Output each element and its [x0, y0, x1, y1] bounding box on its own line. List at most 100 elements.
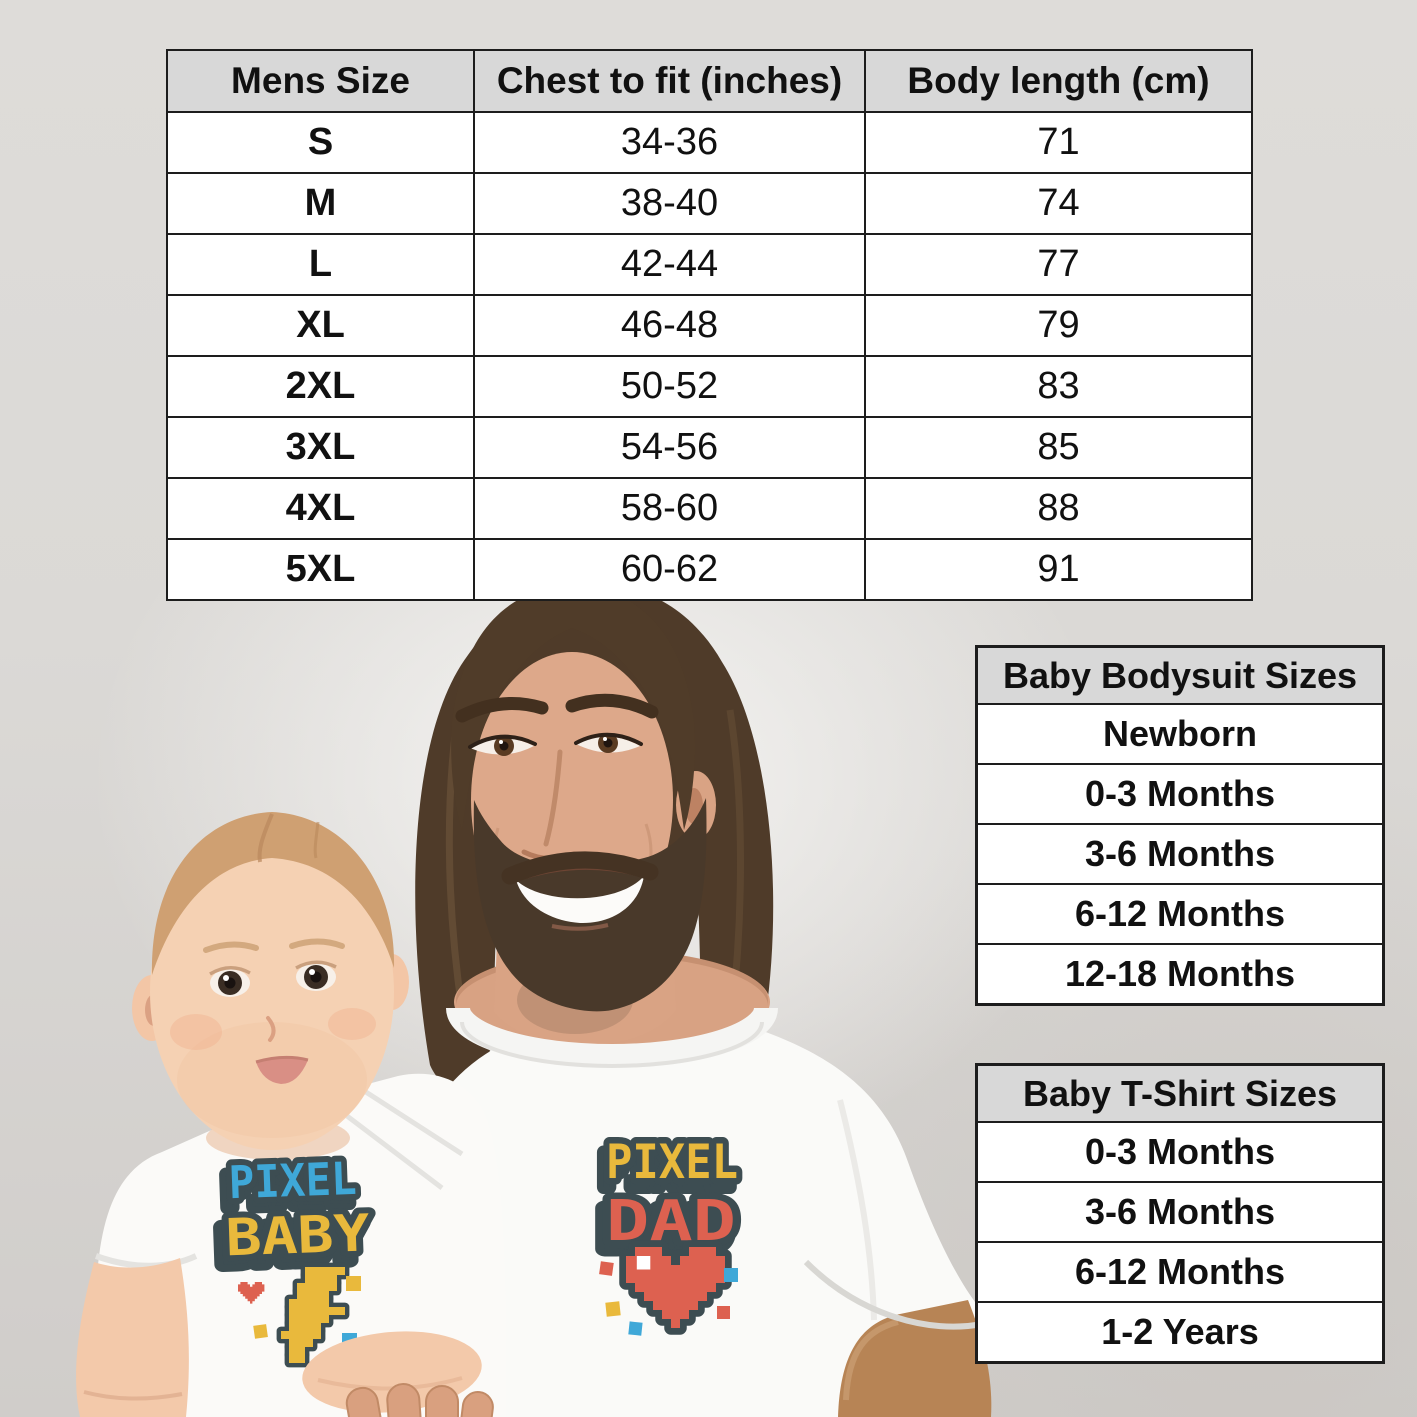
cell-length: 77	[864, 233, 1253, 296]
table-row: 1-2 Years	[975, 1301, 1385, 1364]
table-row: 2XL 50-52 83	[166, 355, 1253, 418]
cell-chest: 58-60	[473, 477, 866, 540]
table-row: 4XL 58-60 88	[166, 477, 1253, 540]
dad-line2: DAD	[606, 1189, 736, 1254]
cell-size: S	[166, 111, 475, 174]
baby-line1: PIXEL	[228, 1152, 358, 1209]
cell-size: 2XL	[166, 355, 475, 418]
table-row: 3XL 54-56 85	[166, 416, 1253, 479]
table-row: 12-18 Months	[975, 943, 1385, 1006]
cell-chest: 60-62	[473, 538, 866, 601]
table-row: 3-6 Months	[975, 823, 1385, 885]
col-header-mens-size: Mens Size	[166, 49, 475, 113]
col-header-body-length: Body length (cm)	[864, 49, 1253, 113]
cell-size: 4XL	[166, 477, 475, 540]
cell-size: M	[166, 172, 475, 235]
dad-line1-shadow: PIXEL	[600, 1144, 732, 1199]
cell-length: 74	[864, 172, 1253, 235]
cell-bodysuit-size: 3-6 Months	[975, 823, 1385, 885]
man-eyebrow	[455, 697, 549, 723]
baby-shirt-design: PIXEL PIXEL BABY BABY	[210, 1146, 376, 1285]
shirt-fold	[837, 1099, 877, 1321]
baby-cheek	[170, 1014, 222, 1050]
cell-tshirt-size: 6-12 Months	[975, 1241, 1385, 1303]
baby-hair-wisp	[313, 821, 320, 859]
hands	[302, 1331, 494, 1417]
baby-hair	[151, 812, 395, 975]
cell-length: 85	[864, 416, 1253, 479]
confetti-pixel	[724, 1268, 738, 1282]
baby-figure	[76, 812, 507, 1417]
cell-length: 83	[864, 355, 1253, 418]
man-eyes	[468, 732, 643, 756]
baby-hair-wisp	[257, 813, 274, 863]
cell-length: 71	[864, 111, 1253, 174]
cell-chest: 46-48	[473, 294, 866, 357]
confetti-pixel	[346, 1276, 361, 1291]
bodysuit-table-title: Baby Bodysuit Sizes	[975, 645, 1385, 705]
man-mustache	[501, 851, 659, 885]
sleeve-cuff	[94, 1253, 198, 1269]
lower-lip	[551, 923, 609, 931]
cell-bodysuit-size: 0-3 Months	[975, 763, 1385, 825]
baby-eyebrow	[289, 938, 345, 949]
table-row: 6-12 Months	[975, 1241, 1385, 1303]
dad-line1: PIXEL	[606, 1135, 738, 1190]
table-header-row: Baby Bodysuit Sizes	[975, 645, 1385, 705]
man-hair-front	[451, 584, 695, 830]
table-row: 3-6 Months	[975, 1181, 1385, 1243]
table-row: XL 46-48 79	[166, 294, 1253, 357]
baby-tshirt-sizes-table: Baby T-Shirt Sizes 0-3 Months 3-6 Months…	[975, 1063, 1385, 1364]
table-header-row: Baby T-Shirt Sizes	[975, 1063, 1385, 1123]
cell-size: 5XL	[166, 538, 475, 601]
cell-chest: 54-56	[473, 416, 866, 479]
baby-bodysuit-sizes-table: Baby Bodysuit Sizes Newborn 0-3 Months 3…	[975, 645, 1385, 1006]
table-row: 0-3 Months	[975, 1121, 1385, 1183]
man-figure	[395, 583, 992, 1417]
confetti-pixel	[599, 1261, 614, 1276]
cell-bodysuit-size: 12-18 Months	[975, 943, 1385, 1006]
cell-chest: 34-36	[473, 111, 866, 174]
cell-chest: 42-44	[473, 233, 866, 296]
baby-eyebrow	[203, 941, 259, 953]
table-row: S 34-36 71	[166, 111, 1253, 174]
table-header-row: Mens Size Chest to fit (inches) Body len…	[166, 49, 1253, 113]
cell-size: L	[166, 233, 475, 296]
forearm-highlight	[843, 1319, 899, 1401]
confetti-pixel	[628, 1321, 643, 1336]
cell-chest: 38-40	[473, 172, 866, 235]
collar-edge	[460, 1021, 764, 1068]
confetti-pixel	[605, 1301, 621, 1317]
cell-bodysuit-size: 6-12 Months	[975, 883, 1385, 945]
baby-arm	[76, 1258, 189, 1417]
baby-cheek	[328, 1008, 376, 1040]
table-row: M 38-40 74	[166, 172, 1253, 235]
cell-tshirt-size: 3-6 Months	[975, 1181, 1385, 1243]
confetti-pixel	[253, 1324, 268, 1339]
confetti-pixel	[717, 1306, 730, 1319]
cell-size: XL	[166, 294, 475, 357]
cell-tshirt-size: 1-2 Years	[975, 1301, 1385, 1364]
cell-bodysuit-size: Newborn	[975, 703, 1385, 765]
cell-chest: 50-52	[473, 355, 866, 418]
table-row: 6-12 Months	[975, 883, 1385, 945]
cell-length: 91	[864, 538, 1253, 601]
man-nose	[543, 749, 563, 847]
col-header-chest: Chest to fit (inches)	[473, 49, 866, 113]
man-smile-teeth	[516, 876, 644, 924]
dad-shirt-design: PIXEL PIXEL DAD DAD	[593, 1129, 745, 1336]
table-row: 5XL 60-62 91	[166, 538, 1253, 601]
dad-hand-fingers	[345, 1383, 494, 1417]
baby-eyes	[209, 960, 337, 997]
table-row: L 42-44 77	[166, 233, 1253, 296]
baby-face	[150, 834, 394, 1150]
wrist-crease	[83, 1390, 183, 1401]
tshirt-collar	[446, 1006, 778, 1068]
mens-size-table: Mens Size Chest to fit (inches) Body len…	[166, 49, 1253, 601]
baby-line2: BABY	[225, 1204, 371, 1268]
cell-size: 3XL	[166, 416, 475, 479]
man-eyebrow	[565, 693, 659, 719]
baby-lip-line	[255, 1055, 309, 1064]
